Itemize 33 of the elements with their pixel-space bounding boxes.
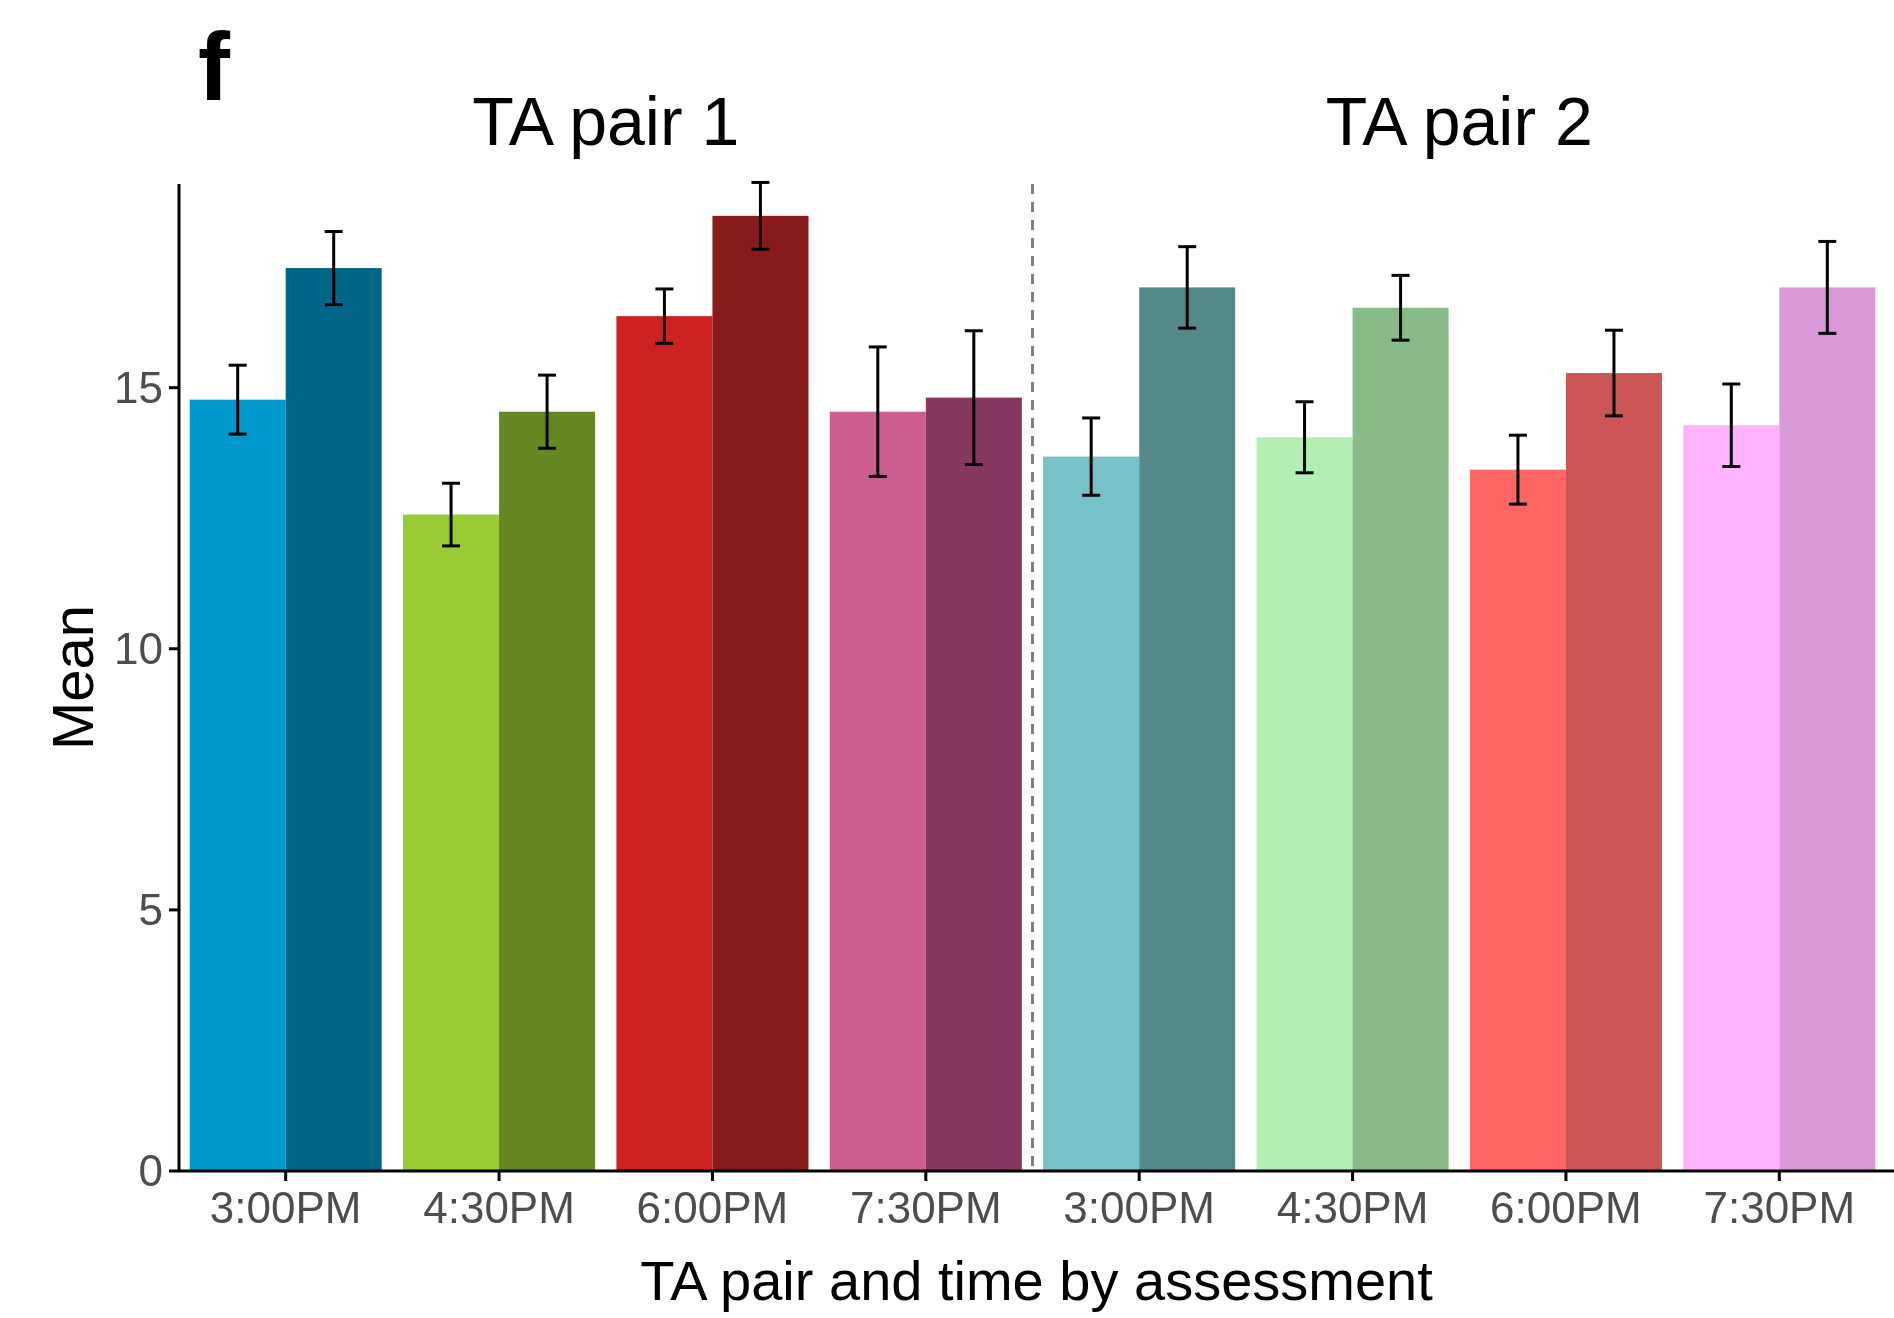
bar: [285, 268, 382, 1171]
x-tick-label: 3:00PM: [209, 1183, 362, 1232]
bar: [1256, 437, 1353, 1171]
y-tick-label: 15: [114, 363, 163, 413]
x-tick-label: 6:00PM: [1490, 1183, 1642, 1232]
text: TA pair 2: [1325, 83, 1593, 159]
text: f: [198, 13, 231, 120]
bar: [189, 399, 286, 1171]
x-tick-label: 4:30PM: [1276, 1183, 1429, 1232]
y-axis-title: Mean: [40, 604, 105, 751]
x-tick-label: 4:30PM: [423, 1183, 575, 1232]
x-tick-label: 3:00PM: [1063, 1183, 1216, 1232]
bar: [712, 215, 809, 1171]
bar: [1139, 287, 1236, 1171]
bar: [1043, 456, 1140, 1171]
text: TA pair 1: [472, 83, 740, 159]
bar: [1779, 287, 1876, 1171]
bar: [829, 411, 926, 1171]
x-tick-label: 7:30PM: [1703, 1183, 1856, 1232]
bar: [1352, 307, 1449, 1171]
bar: [925, 397, 1022, 1171]
bar: [499, 411, 596, 1171]
y-tick-label: 0: [138, 1146, 163, 1196]
bar: [403, 514, 500, 1171]
bar: [616, 316, 713, 1171]
bar: [1469, 469, 1566, 1171]
x-axis-title: TA pair and time by assessment: [640, 1249, 1434, 1312]
x-tick-label: 7:30PM: [849, 1183, 1002, 1232]
y-tick-label: 5: [138, 885, 163, 935]
y-tick-label: 10: [114, 624, 163, 674]
bar: [1683, 425, 1780, 1171]
x-tick-label: 6:00PM: [636, 1183, 789, 1232]
bar: [1565, 373, 1662, 1171]
